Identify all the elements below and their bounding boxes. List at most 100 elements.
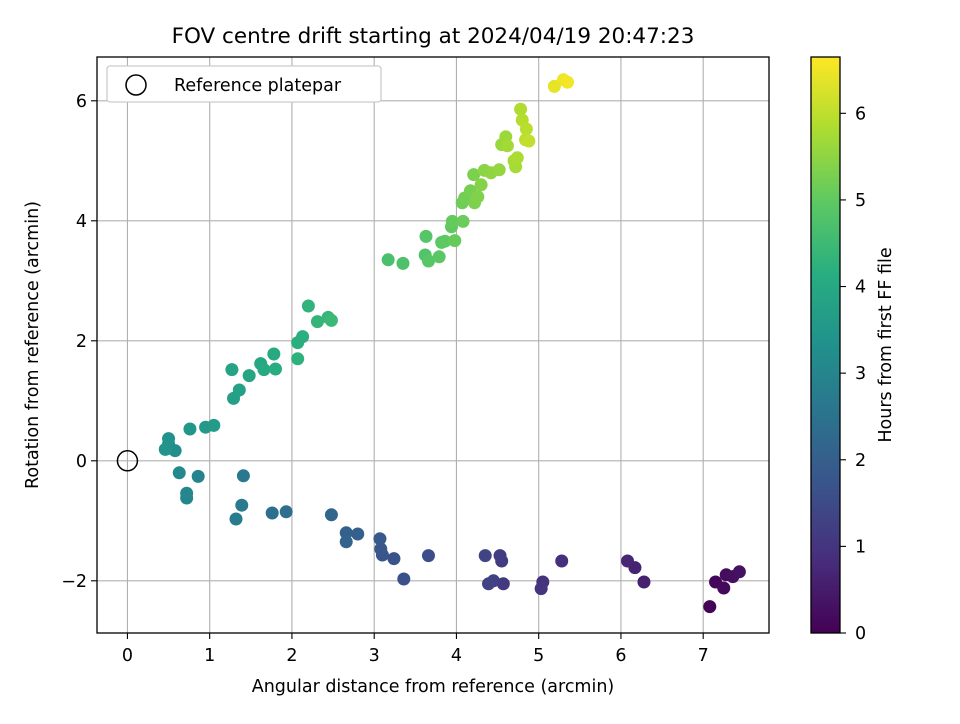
colorbar-tick-label: 1 (855, 537, 866, 557)
colorbar-tick-label: 3 (855, 364, 866, 384)
x-tick-label: 6 (615, 646, 626, 666)
scatter-point (229, 512, 243, 526)
chart-title: FOV centre drift starting at 2024/04/19 … (172, 24, 695, 49)
scatter-point (373, 532, 387, 546)
scatter-point (257, 363, 271, 377)
x-tick-label: 3 (369, 646, 380, 666)
y-tick-label: 4 (76, 212, 87, 232)
y-tick-label: 0 (76, 452, 87, 472)
grid (97, 57, 769, 633)
reference-platepar-marker (116, 450, 139, 472)
scatter-point (310, 315, 324, 329)
colorbar-ticks: 0 1 2 3 4 5 6 (840, 104, 866, 644)
scatter-point (419, 229, 433, 243)
scatter-point (560, 75, 574, 89)
x-tick-label: 7 (698, 646, 709, 666)
scatter-point (547, 79, 561, 93)
y-tick-label: 2 (76, 332, 87, 352)
scatter-point (396, 256, 410, 270)
scatter-point (445, 214, 459, 228)
scatter-point (339, 526, 353, 540)
scatter-point (496, 577, 510, 591)
x-ticks: 0 1 2 3 4 5 6 7 (122, 633, 709, 666)
x-tick-label: 5 (533, 646, 544, 666)
y-tick-label: −2 (61, 572, 87, 592)
scatter-point (268, 362, 282, 376)
scatter-point (291, 352, 305, 366)
scatter-points (116, 73, 746, 614)
scatter-point (432, 250, 446, 264)
scatter-point (471, 190, 485, 204)
scatter-point (438, 234, 452, 248)
scatter-point (421, 549, 435, 563)
scatter-point (703, 600, 717, 614)
scatter-point (158, 442, 172, 456)
x-tick-label: 2 (286, 646, 297, 666)
scatter-point (324, 508, 338, 522)
legend-box (106, 65, 382, 103)
colorbar-gradient (811, 57, 840, 633)
scatter-point (225, 363, 239, 377)
scatter-point (555, 554, 569, 568)
x-tick-label: 0 (122, 646, 133, 666)
scatter-point (242, 369, 256, 383)
colorbar: 0 1 2 3 4 5 6 Hours from first FF file (810, 56, 896, 644)
y-axis-label: Rotation from reference (arcmin) (23, 201, 43, 489)
scatter-point (717, 581, 731, 595)
scatter-point (296, 330, 310, 344)
legend-marker-reference (125, 74, 147, 96)
scatter-point (162, 432, 176, 446)
scatter-point (474, 178, 488, 192)
scatter-point (621, 554, 635, 568)
scatter-point (467, 168, 481, 182)
scatter-point (381, 253, 395, 267)
scatter-point (301, 299, 315, 313)
scatter-point (519, 122, 533, 136)
x-tick-label: 4 (451, 646, 462, 666)
scatter-point (172, 466, 186, 480)
scatter-point (534, 582, 548, 596)
scatter-point (374, 542, 388, 556)
scatter-point (180, 486, 194, 500)
colorbar-tick-label: 4 (855, 278, 866, 298)
scatter-point (456, 214, 470, 228)
scatter-point (482, 577, 496, 591)
legend-label-reference: Reference platepar (174, 76, 342, 96)
colorbar-tick-label: 5 (855, 191, 866, 211)
x-tick-label: 1 (204, 646, 215, 666)
y-ticks: −2 0 2 4 6 (61, 92, 97, 592)
scatter-point (324, 313, 338, 327)
scatter-point (339, 535, 353, 549)
y-tick-label: 6 (76, 92, 87, 112)
scatter-point (267, 347, 281, 361)
scatter-point (421, 254, 435, 268)
scatter-point (500, 139, 514, 153)
plot-frame (96, 56, 770, 634)
colorbar-tick-label: 2 (855, 451, 866, 471)
scatter-point (191, 469, 205, 483)
scatter-point (351, 527, 365, 541)
scatter-point (387, 552, 401, 566)
scatter-point (207, 418, 221, 432)
colorbar-tick-label: 6 (855, 104, 866, 124)
colorbar-frame (810, 56, 841, 634)
scatter-point (478, 549, 492, 563)
scatter-point (279, 505, 293, 519)
x-axis-label: Angular distance from reference (arcmin) (252, 677, 615, 697)
scatter-point (232, 383, 246, 397)
scatter-point (183, 422, 197, 436)
scatter-point (637, 575, 651, 589)
scatter-point (236, 469, 250, 483)
scatter-point (732, 565, 746, 579)
colorbar-tick-label: 0 (855, 624, 866, 644)
scatter-point (235, 498, 249, 512)
scatter-point (514, 102, 528, 116)
legend: Reference platepar (106, 65, 382, 103)
scatter-point (510, 151, 524, 165)
scatter-point (448, 234, 462, 248)
scatter-point (522, 134, 536, 148)
scatter-point (265, 506, 279, 520)
scatter-point (397, 572, 411, 586)
scatter-point (493, 549, 507, 563)
